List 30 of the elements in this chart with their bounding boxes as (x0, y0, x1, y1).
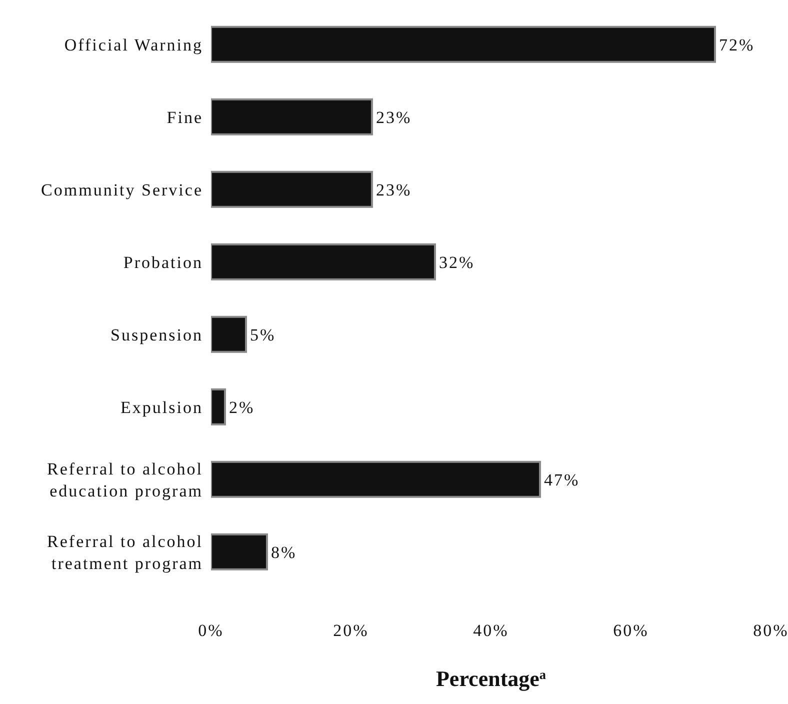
y-tick-label: Expulsion (120, 397, 203, 416)
bar (211, 98, 373, 136)
x-tick-label: 40% (473, 621, 509, 640)
data-label: 5% (250, 325, 276, 344)
bar (211, 388, 226, 426)
bar (211, 26, 716, 63)
y-tick-label: Fine (166, 107, 203, 126)
y-tick-label: Suspension (110, 324, 203, 344)
y-tick-label: Official Warning (64, 34, 203, 54)
data-label: 8% (271, 542, 297, 562)
x-axis-title: Percentage$^{a}$ (436, 666, 546, 691)
bar (211, 243, 436, 280)
bar (211, 170, 373, 208)
data-label: 47% (544, 470, 580, 490)
x-tick-label: 80% (753, 621, 788, 640)
y-tick-label: Referral to alcohol treatment program (47, 531, 203, 572)
data-label: 23% (376, 108, 412, 127)
bar (211, 316, 247, 353)
y-tick-label: Referral to alcohol education program (47, 458, 203, 500)
x-tick-label: 60% (613, 621, 649, 640)
x-tick-label: 20% (333, 621, 369, 640)
bar (211, 460, 541, 498)
bar (211, 533, 268, 570)
data-label: 32% (439, 252, 475, 272)
data-label: 2% (229, 398, 255, 417)
y-tick-label: Probation (123, 252, 203, 272)
data-label: 72% (719, 35, 755, 54)
y-tick-label: Community Service (41, 180, 203, 199)
x-tick-label: 0% (198, 621, 224, 640)
data-label: 23% (376, 180, 412, 200)
